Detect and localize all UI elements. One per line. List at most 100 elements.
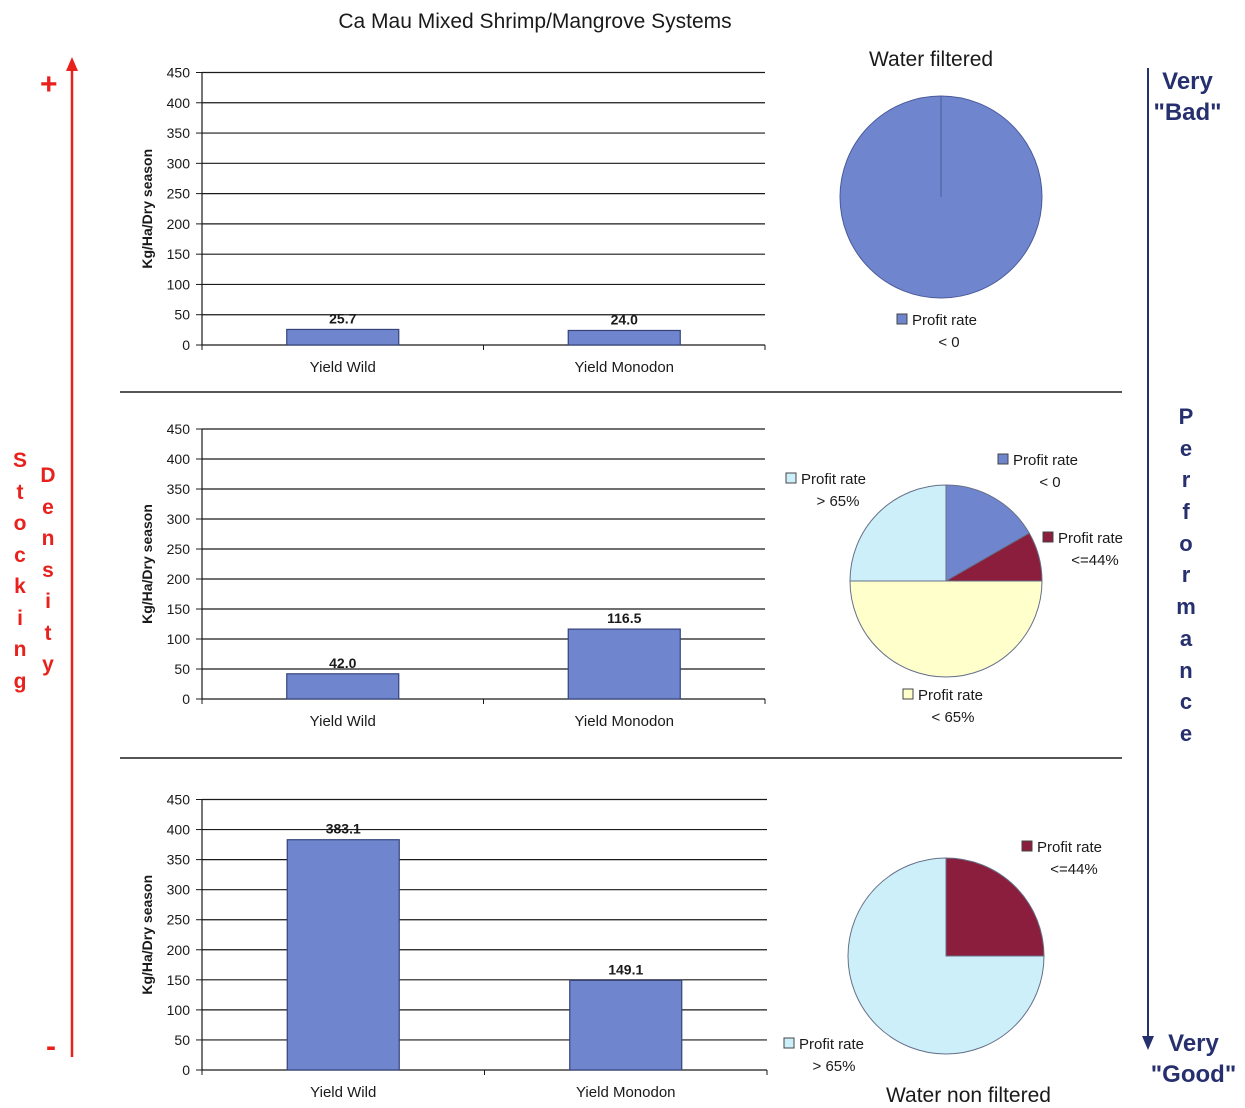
density-letter: i: [45, 590, 51, 613]
y-tick-label: 0: [182, 1062, 190, 1078]
pie-title-water-non-filtered: Water non filtered: [886, 1084, 1051, 1107]
y-tick-label: 100: [167, 631, 191, 647]
legend-label: Profit rate: [799, 1036, 864, 1053]
y-tick-label: 100: [167, 1002, 191, 1018]
legend-swatch: [1042, 531, 1054, 543]
y-tick-label: 50: [174, 307, 190, 323]
y-tick-label: 450: [167, 421, 191, 437]
performance-letter: a: [1179, 625, 1193, 651]
y-tick-label: 200: [167, 216, 191, 232]
y-tick-label: 150: [167, 601, 191, 617]
bar-value-label: 149.1: [608, 961, 643, 977]
plus-sign: +: [40, 68, 58, 101]
bar: [286, 328, 400, 346]
performance-axis-arrow: [1142, 68, 1154, 1050]
y-axis-title: Kg/Ha/Dry season: [139, 149, 155, 269]
bar-value-label: 42.0: [329, 655, 356, 671]
performance-letter: f: [1182, 499, 1190, 525]
x-category-label: Yield Monodon: [574, 359, 674, 376]
pie-title-water-filtered: Water filtered: [869, 48, 994, 71]
bar-chart-low-density: 0 50 100 150 200 250 300 350 400 450 25.7 Yield Wil…: [139, 65, 766, 376]
very-good-label: Very "Good": [1150, 1030, 1237, 1088]
performance-letter: m: [1176, 594, 1196, 620]
y-tick-label: 300: [167, 155, 191, 171]
stocking-axis-arrow: [66, 57, 78, 1057]
bar-value-label: 25.7: [329, 310, 356, 326]
legend-swatch: [783, 1037, 795, 1049]
legend-label: Profit rate: [1058, 530, 1123, 547]
pie-slice: [847, 857, 1045, 1055]
y-axis-title: Kg/Ha/Dry season: [139, 875, 155, 995]
x-category-label: Yield Monodon: [574, 713, 674, 730]
stocking-letter: n: [13, 638, 27, 661]
y-tick-label: 350: [167, 852, 191, 868]
legend-sublabel: < 0: [1039, 474, 1060, 491]
legend-label: Profit rate: [918, 687, 983, 704]
legend-swatch: [902, 688, 914, 700]
density-letter: y: [42, 653, 54, 676]
y-tick-label: 450: [167, 65, 191, 81]
separator-line: [120, 391, 1122, 393]
legend-swatch: [785, 472, 797, 484]
y-tick-label: 0: [182, 337, 190, 353]
legend-label: Profit rate: [801, 471, 866, 488]
stocking-letter: g: [13, 669, 27, 693]
y-tick-label: 0: [182, 691, 190, 707]
minus-sign: -: [46, 1030, 56, 1063]
y-tick-label: 250: [167, 186, 191, 202]
performance-letter: r: [1181, 467, 1191, 493]
y-tick-label: 250: [167, 541, 191, 557]
y-tick-label: 350: [167, 125, 191, 141]
bar: [567, 628, 681, 700]
performance-letter: e: [1179, 720, 1193, 746]
bar: [286, 839, 400, 1071]
pie-chart-water-filtered: Profit rate < 0: [839, 95, 1043, 351]
y-tick-label: 200: [167, 942, 191, 958]
pie-slice: [849, 484, 947, 582]
pie-slice: [945, 857, 1045, 957]
y-tick-label: 100: [167, 276, 191, 292]
stocking-letter: i: [17, 606, 23, 630]
legend-swatch: [896, 313, 908, 325]
legend-sublabel: > 65%: [813, 1058, 856, 1075]
performance-letter: o: [1179, 530, 1193, 556]
performance-letter: r: [1181, 562, 1191, 588]
legend-label: Profit rate: [912, 312, 977, 329]
y-tick-label: 400: [167, 95, 191, 111]
density-letter: D: [40, 464, 56, 487]
pie-slice: [945, 484, 1030, 582]
x-category-label: Yield Wild: [310, 1084, 376, 1101]
separator-line: [120, 757, 1122, 759]
performance-letter: e: [1179, 435, 1193, 461]
y-tick-label: 350: [167, 481, 191, 497]
x-category-label: Yield Wild: [310, 359, 376, 376]
performance-letter: c: [1179, 689, 1193, 715]
legend-swatch: [1021, 840, 1033, 852]
legend-sublabel: <=44%: [1050, 861, 1098, 878]
stocking-letter: k: [14, 575, 26, 598]
bar-value-label: 116.5: [607, 610, 641, 626]
y-tick-label: 450: [167, 792, 191, 808]
y-tick-label: 300: [167, 882, 191, 898]
legend-sublabel: <=44%: [1071, 552, 1119, 569]
density-letter: n: [41, 527, 55, 550]
bar-chart-high-density: 0 50 100 150 200 250 300 350 400 450 383.1 Yield Wi…: [139, 792, 768, 1101]
y-tick-label: 50: [174, 661, 190, 677]
stocking-letter: c: [14, 543, 26, 567]
very-bad-label: Very "Bad": [1153, 68, 1222, 126]
y-tick-label: 400: [167, 822, 191, 838]
bar: [567, 329, 681, 346]
y-tick-label: 400: [167, 451, 191, 467]
pie-chart-mid: Profit rate < 0 Profit rate <=44% Profit rat…: [785, 452, 1123, 726]
density-letter: e: [42, 495, 54, 519]
bar-value-label: 383.1: [326, 821, 361, 837]
density-letter: s: [42, 558, 54, 582]
y-tick-label: 250: [167, 912, 191, 928]
legend-label: Profit rate: [1037, 839, 1102, 856]
pie-slice: [849, 580, 1043, 678]
bar-value-label: 24.0: [611, 311, 638, 327]
pie-chart-water-non-filtered: Profit rate <=44% Profit rate > 65%: [783, 839, 1102, 1075]
